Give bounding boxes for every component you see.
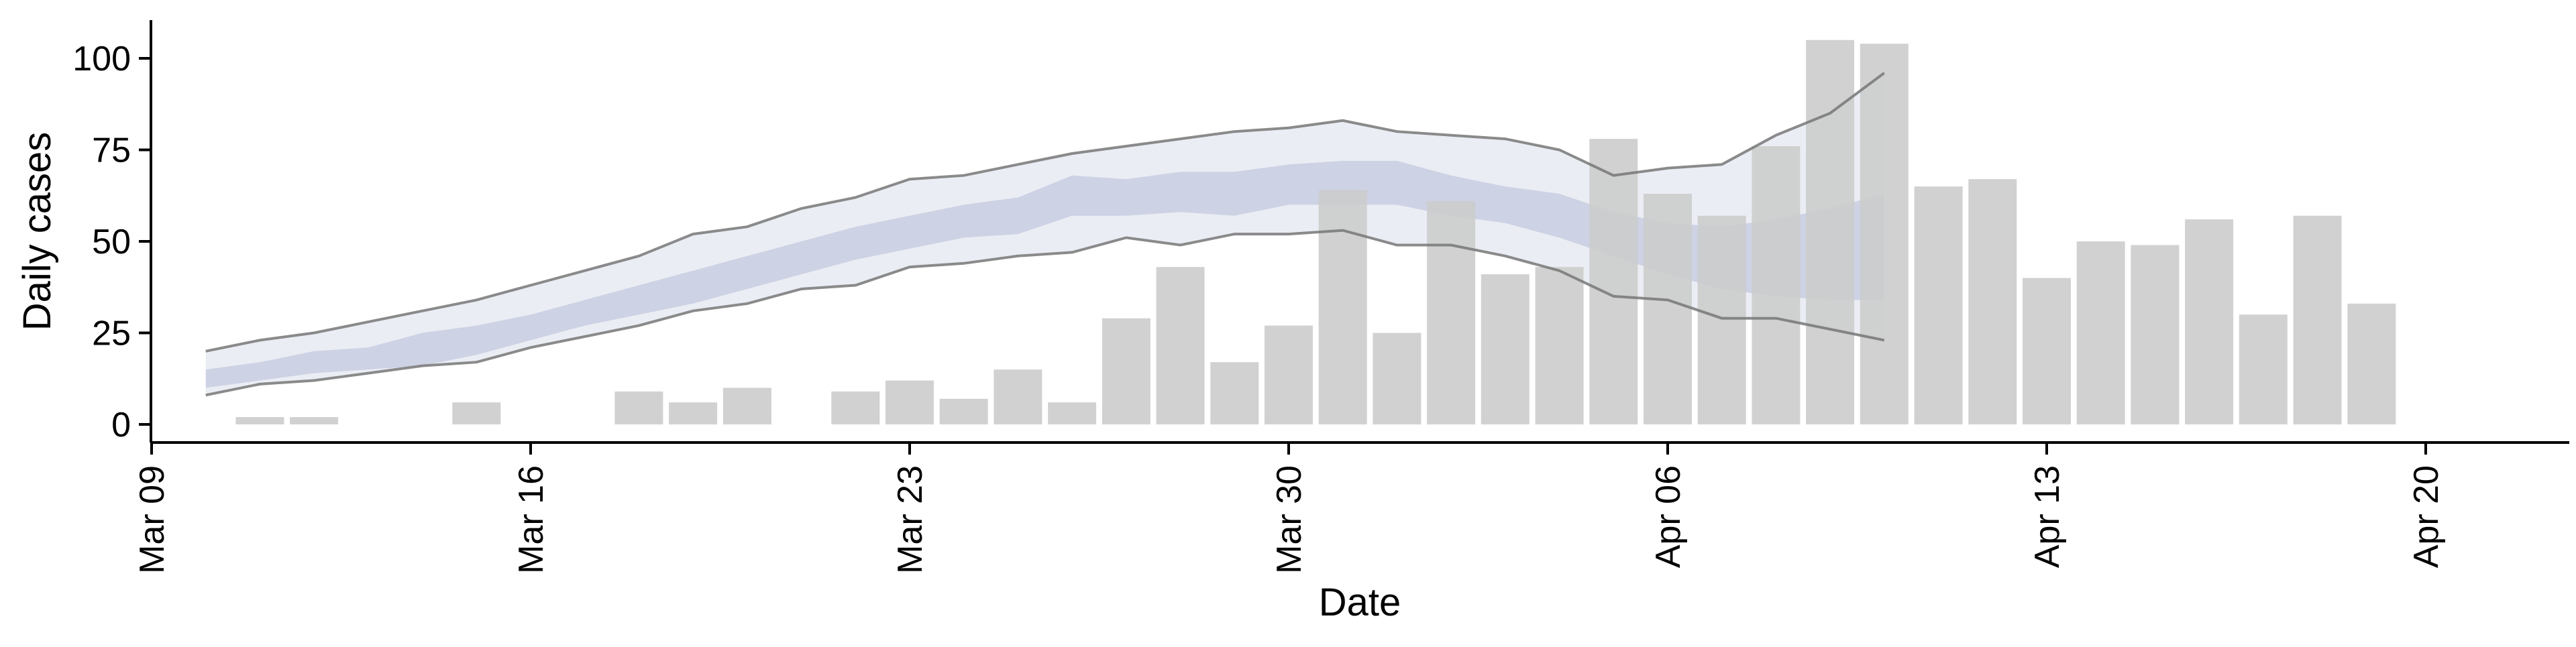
bar <box>614 391 663 424</box>
upper-bound-line <box>205 72 1885 353</box>
y-axis-ticks: 0 25 50 75 100 <box>72 40 151 445</box>
bar <box>1048 402 1097 424</box>
bar <box>1373 333 1421 424</box>
x-axis-label: Date <box>1319 581 1401 624</box>
bar <box>1644 194 1692 424</box>
bar <box>994 369 1042 424</box>
y-axis-label: Daily cases <box>15 132 59 331</box>
bar <box>1589 139 1638 424</box>
x-axis-ticks: Mar 09 Mar 16 Mar 23 Mar 30 Apr 06 Apr 13 Apr … <box>133 443 2446 574</box>
nowcast-bound-lines <box>205 72 1885 397</box>
x-tick-label: Apr 06 <box>1649 465 1688 568</box>
bar <box>2239 314 2288 424</box>
bar <box>1427 200 1476 424</box>
bar <box>831 391 880 424</box>
bar <box>1752 146 1801 424</box>
bar <box>1318 190 1367 424</box>
bar <box>885 380 934 424</box>
bar <box>939 398 988 424</box>
bar <box>1968 179 2017 424</box>
lower-bound-line <box>205 229 1885 397</box>
y-tick-label: 100 <box>72 40 131 78</box>
x-tick-label: Mar 30 <box>1270 465 1309 574</box>
bar <box>1806 40 1855 424</box>
y-tick-label: 75 <box>92 131 131 170</box>
y-tick-label: 0 <box>111 406 131 445</box>
y-tick-label: 25 <box>92 314 131 353</box>
x-tick-label: Apr 13 <box>2028 465 2067 568</box>
bar <box>290 417 339 424</box>
bar <box>722 388 771 424</box>
bar <box>2076 241 2125 424</box>
bar <box>2347 303 2396 424</box>
bar <box>2185 219 2234 424</box>
bar <box>235 417 284 424</box>
x-tick-label: Mar 09 <box>133 465 172 574</box>
bar <box>1102 318 1150 424</box>
bar <box>1210 362 1259 424</box>
bar <box>452 402 501 424</box>
bar <box>2293 215 2342 424</box>
y-tick-label: 50 <box>92 223 131 261</box>
bar <box>1914 186 1963 424</box>
bar <box>2023 278 2071 424</box>
bar-series <box>235 40 2396 424</box>
x-tick-label: Apr 20 <box>2407 465 2446 568</box>
bar <box>1697 215 1746 424</box>
axes: Mar 09 Mar 16 Mar 23 Mar 30 Apr 06 Apr 13 Apr … <box>15 20 2569 624</box>
bar <box>669 402 718 424</box>
x-tick-label: Mar 16 <box>512 465 551 574</box>
bar <box>1481 274 1529 424</box>
bar <box>1860 44 1909 424</box>
bar <box>1535 267 1584 424</box>
x-tick-label: Mar 23 <box>891 465 930 574</box>
bar <box>1156 267 1205 424</box>
bar <box>1265 325 1313 424</box>
bar <box>2131 245 2180 424</box>
